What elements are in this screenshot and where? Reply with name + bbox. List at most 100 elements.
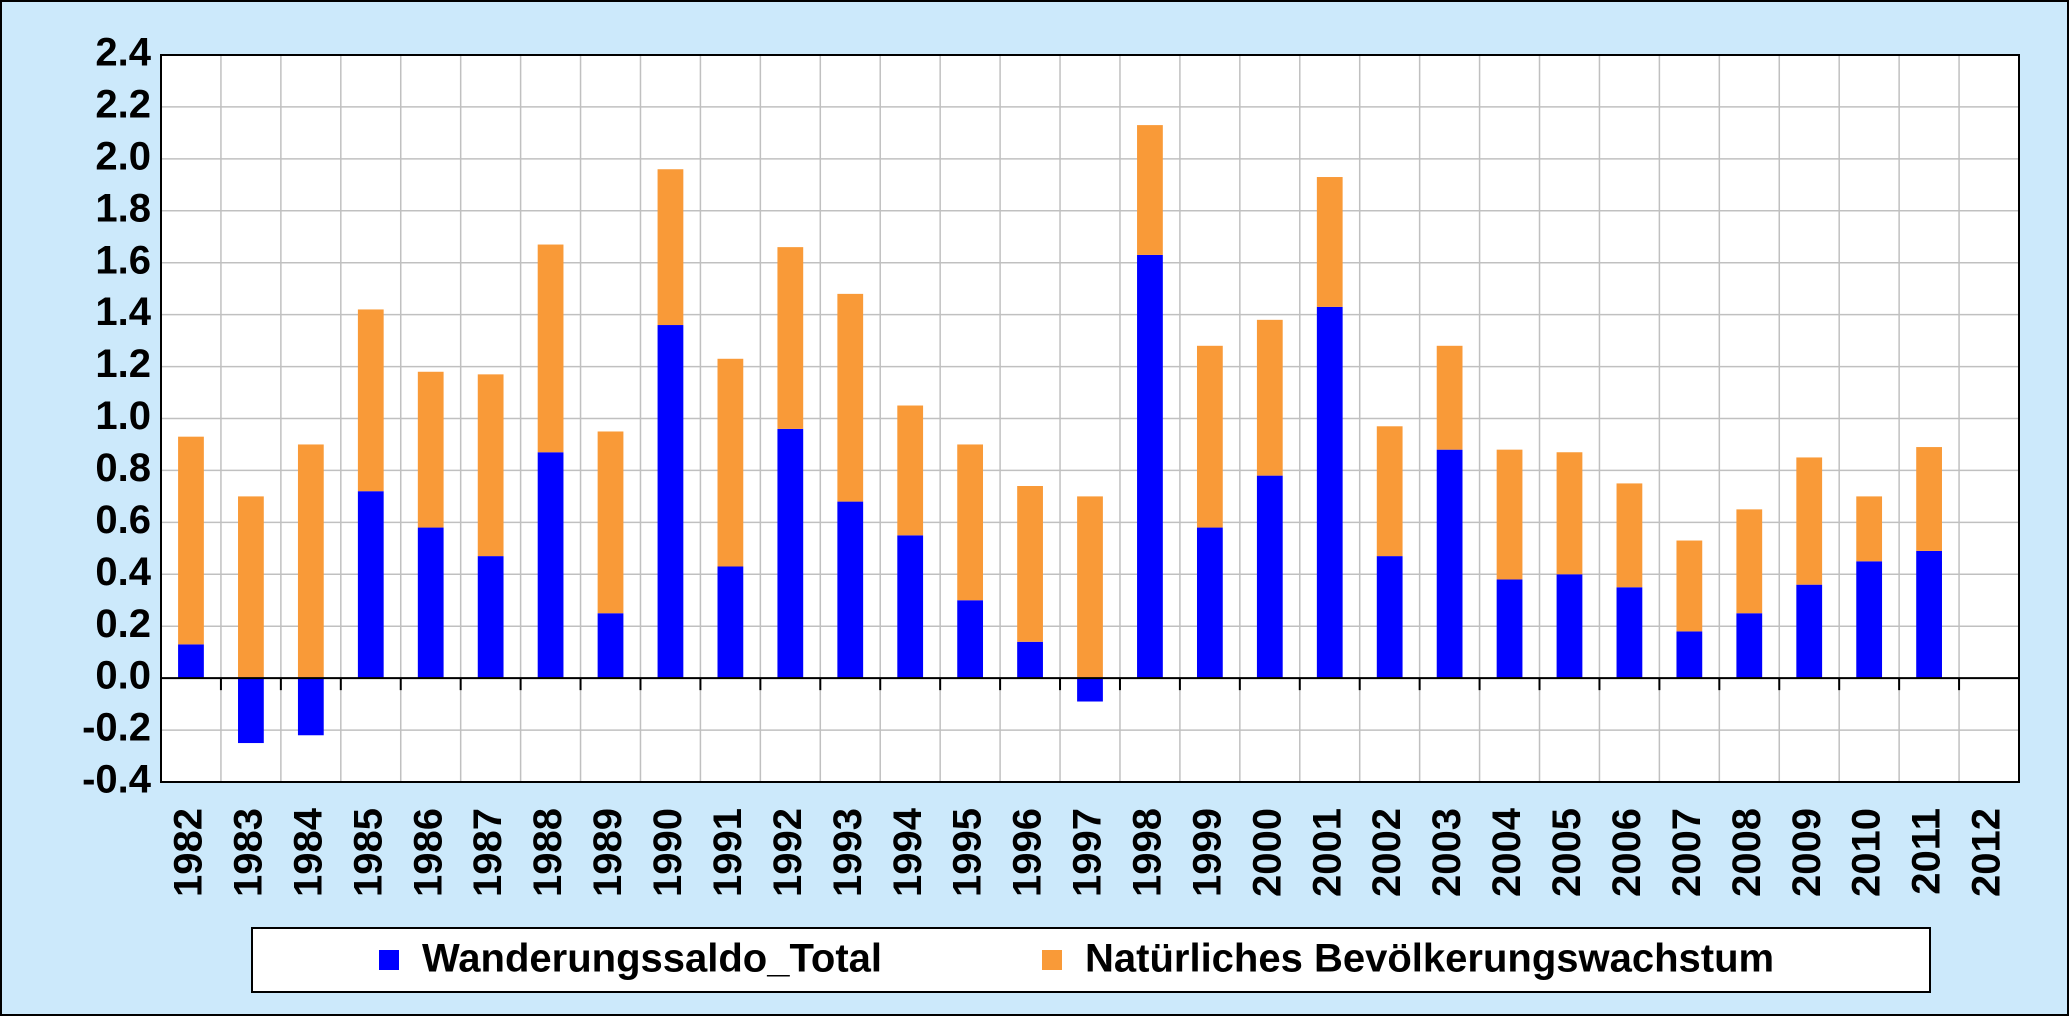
x-tick-label: 1986	[406, 808, 450, 897]
bar-segment	[897, 535, 924, 679]
bar-segment	[1496, 579, 1523, 679]
bar-segment	[297, 444, 324, 679]
bar-segment	[1376, 556, 1403, 679]
x-tick-label: 2001	[1305, 808, 1349, 897]
bar-segment	[957, 444, 984, 601]
x-tick-label: 2009	[1785, 808, 1829, 897]
bar-segment	[1736, 613, 1763, 679]
bar-segment	[837, 293, 864, 502]
bar-segment	[957, 600, 984, 679]
bar-segment	[1137, 125, 1163, 255]
bar-segment	[1616, 587, 1643, 679]
bar-segment	[537, 244, 564, 453]
bar-segment	[1556, 574, 1583, 679]
y-tick-label: -0.4	[82, 758, 152, 802]
x-tick-label: 1988	[526, 808, 570, 897]
bar-segment	[897, 405, 924, 536]
x-tick-label: 1992	[766, 808, 810, 897]
x-tick-label: 1996	[1006, 808, 1050, 897]
x-tick-label: 2011	[1905, 808, 1949, 895]
bar-segment	[297, 678, 324, 736]
bar-segment	[1916, 550, 1942, 679]
y-tick-label: 1.2	[95, 342, 151, 386]
bar-segment	[597, 431, 624, 614]
bar-segment	[1017, 486, 1043, 642]
x-tick-label: 2003	[1425, 808, 1469, 897]
bar-segment	[1496, 449, 1523, 580]
y-tick-label: 2.2	[95, 82, 151, 126]
bar-segment	[837, 501, 864, 679]
legend-label: Wanderungssaldo_Total	[422, 937, 882, 981]
y-tick-label: 1.0	[95, 394, 151, 438]
x-tick-label: 2007	[1665, 808, 1709, 897]
x-tick-label: 1989	[586, 808, 630, 897]
bar-segment	[1856, 496, 1883, 562]
y-tick-label: 1.8	[95, 186, 151, 230]
bar-segment	[777, 428, 804, 679]
bar-segment	[178, 644, 204, 679]
bar-segment	[1256, 319, 1283, 476]
legend-swatch	[379, 950, 399, 970]
x-tick-label: 1983	[226, 808, 270, 897]
x-tick-label: 1984	[286, 807, 330, 897]
y-tick-label: 1.6	[95, 238, 151, 282]
bar-segment	[1436, 449, 1463, 679]
bar-segment	[537, 452, 564, 679]
bar-segment	[477, 556, 504, 679]
legend-label: Natürliches Bevölkerungswachstum	[1085, 937, 1774, 981]
bar-segment	[1196, 345, 1223, 528]
x-tick-label: 1982	[167, 808, 211, 897]
y-tick-label: 0.2	[95, 602, 151, 646]
x-tick-label: 1998	[1125, 808, 1169, 897]
x-tick-label: 1985	[346, 808, 390, 897]
bar-segment	[1616, 483, 1643, 588]
bar-segment	[357, 491, 384, 679]
x-tick-label: 1999	[1185, 808, 1229, 897]
bar-segment	[417, 371, 444, 528]
x-tick-label: 2004	[1485, 807, 1529, 897]
plot-area	[160, 54, 2020, 783]
x-tick-label: 2010	[1845, 808, 1889, 897]
bar-segment	[777, 247, 804, 429]
bar-segment	[1316, 177, 1343, 307]
x-tick-label: 1995	[946, 808, 990, 897]
bar-segment	[238, 496, 264, 679]
bar-segment	[1017, 641, 1043, 679]
x-tick-label: 1991	[706, 808, 750, 897]
x-tick-label: 2002	[1365, 808, 1409, 897]
bar-segment	[357, 309, 384, 492]
bar-segment	[477, 374, 504, 557]
y-tick-label: 0.4	[95, 550, 151, 594]
bar-segment	[1676, 540, 1703, 632]
bar-segment	[1436, 345, 1463, 450]
legend-box	[251, 927, 1931, 993]
bar-segment	[1736, 509, 1763, 614]
bar-segment	[1796, 457, 1823, 585]
x-tick-label: 2005	[1545, 808, 1589, 897]
x-tick-label: 1990	[646, 808, 690, 897]
y-tick-label: -0.2	[82, 706, 151, 750]
y-tick-label: 0.8	[95, 446, 151, 490]
bar-segment	[417, 527, 444, 679]
bar-segment	[1856, 561, 1883, 679]
x-tick-label: 2012	[1965, 808, 2009, 897]
x-tick-label: 1994	[886, 807, 930, 897]
y-tick-label: 2.0	[95, 134, 151, 178]
bar-segment	[1256, 475, 1283, 679]
x-tick-label: 2006	[1605, 808, 1649, 897]
y-tick-label: 2.4	[95, 31, 151, 75]
bar-segment	[1376, 426, 1403, 557]
bar-segment	[238, 678, 264, 744]
y-tick-label: 1.4	[95, 290, 151, 334]
y-tick-label: 0.6	[95, 498, 151, 542]
bar-segment	[1077, 496, 1103, 679]
legend-swatch	[1042, 950, 1062, 970]
bar-segment	[1137, 254, 1163, 679]
bar-segment	[717, 566, 744, 679]
bar-segment	[1077, 678, 1103, 702]
bar-segment	[1796, 584, 1823, 679]
bar-segment	[1196, 527, 1223, 679]
bar-segment	[1316, 306, 1343, 679]
x-tick-label: 1987	[466, 808, 510, 897]
